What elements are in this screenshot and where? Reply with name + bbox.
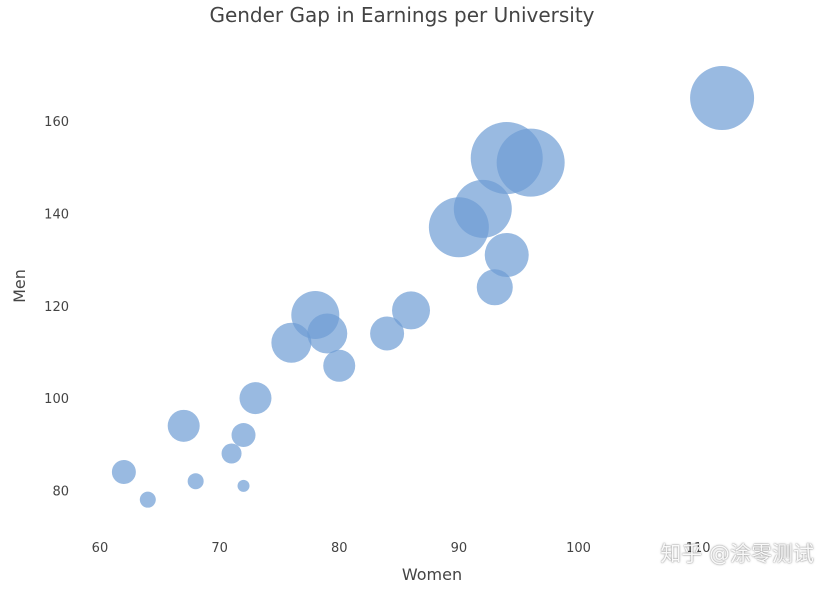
- x-tick-label: 100: [566, 541, 591, 556]
- bubble-point[interactable]: [271, 322, 312, 363]
- bubble-point[interactable]: [237, 479, 250, 492]
- bubble-point[interactable]: [239, 382, 272, 415]
- y-tick-label: 140: [44, 207, 69, 222]
- x-tick-label: 110: [686, 541, 711, 556]
- bubble-point[interactable]: [323, 349, 356, 382]
- y-tick-label: 160: [44, 115, 69, 130]
- y-tick-label: 120: [44, 300, 69, 315]
- chart-title: Gender Gap in Earnings per University: [209, 3, 594, 27]
- bubble-point[interactable]: [231, 423, 256, 448]
- bubble-layer: [111, 66, 755, 508]
- x-tick-label: 60: [92, 541, 109, 556]
- y-tick-label: 100: [44, 392, 69, 407]
- bubble-point[interactable]: [167, 409, 200, 442]
- bubble-point[interactable]: [221, 443, 242, 464]
- y-axis-title: Men: [10, 269, 29, 303]
- bubble-point[interactable]: [307, 313, 348, 354]
- bubble-point[interactable]: [496, 128, 565, 197]
- bubble-point[interactable]: [392, 291, 431, 330]
- bubble-point[interactable]: [476, 269, 513, 306]
- x-tick-label: 70: [211, 541, 228, 556]
- x-axis-title: Women: [402, 565, 462, 584]
- watermark-text: 知乎 @涂零测试: [660, 542, 814, 566]
- bubble-point[interactable]: [370, 316, 405, 351]
- bubble-point[interactable]: [484, 232, 529, 277]
- x-axis-ticks: 60 70 80 90 100 110: [92, 541, 711, 556]
- y-tick-label: 80: [52, 484, 69, 499]
- bubble-point[interactable]: [139, 491, 156, 508]
- bubble-point[interactable]: [187, 473, 204, 490]
- bubble-point[interactable]: [453, 179, 512, 238]
- bubble-point[interactable]: [690, 66, 755, 131]
- x-tick-label: 90: [451, 541, 468, 556]
- y-axis-ticks: 80 100 120 140 160: [44, 115, 69, 499]
- bubble-point[interactable]: [111, 459, 136, 484]
- x-tick-label: 80: [331, 541, 348, 556]
